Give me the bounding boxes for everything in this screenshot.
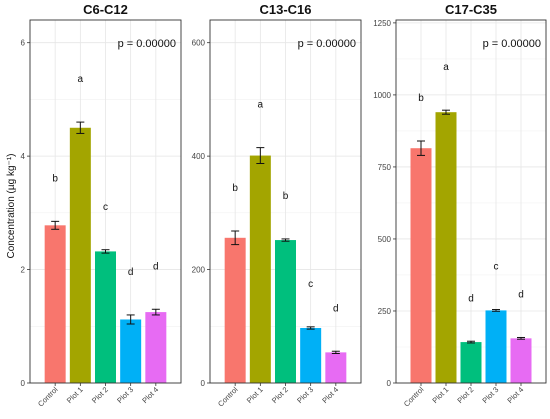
p-value-label: p = 0.00000: [483, 38, 541, 50]
x-tick-label: Plot 2: [270, 385, 290, 405]
bar: [275, 240, 296, 383]
x-tick-label: Plot 1: [65, 385, 85, 405]
panel-frame: [209, 19, 362, 384]
y-tick-label: 250: [378, 307, 392, 316]
panel-title: C6-C12: [83, 2, 128, 17]
significance-letter: b: [283, 191, 289, 202]
bar: [300, 327, 322, 383]
y-tick-label: 0: [21, 379, 26, 388]
bar: [410, 148, 432, 383]
y-tick-label: 1250: [373, 19, 391, 28]
significance-letter: d: [518, 290, 524, 301]
x-tick-label: Plot 2: [90, 385, 110, 405]
x-tick-label: Control: [36, 385, 60, 409]
x-tick-label: Plot 3: [115, 385, 135, 405]
x-tick-label: Plot 4: [505, 385, 525, 405]
significance-letter: b: [52, 173, 58, 184]
panel-title: C17-C35: [445, 2, 497, 17]
x-tick-label: Control: [402, 385, 426, 409]
significance-letter: a: [443, 62, 449, 73]
bar: [325, 352, 347, 383]
significance-letter: a: [258, 100, 264, 111]
y-tick-label: 6: [21, 39, 26, 48]
panel-title: C13-C16: [259, 2, 311, 17]
y-tick-label: 1000: [373, 91, 391, 100]
y-tick-label: 2: [21, 266, 26, 275]
bar: [460, 342, 482, 383]
significance-letter: b: [418, 93, 424, 104]
significance-letter: a: [78, 74, 84, 85]
significance-letter: c: [103, 202, 108, 213]
x-tick-label: Plot 1: [430, 385, 450, 405]
bar: [485, 310, 507, 383]
y-tick-label: 4: [21, 152, 26, 161]
bar: [510, 338, 532, 383]
y-tick-label: 500: [378, 235, 392, 244]
bar: [120, 319, 142, 383]
x-tick-label: Plot 2: [455, 385, 475, 405]
panel-frame: [395, 19, 547, 384]
x-tick-label: Plot 4: [140, 385, 160, 405]
y-tick-label: 0: [201, 379, 206, 388]
bar: [435, 112, 457, 383]
y-tick-label: 400: [192, 152, 206, 161]
x-tick-label: Plot 1: [245, 385, 265, 405]
significance-letter: d: [333, 303, 339, 314]
p-value-label: p = 0.00000: [298, 38, 356, 50]
x-tick-label: Plot 3: [295, 385, 315, 405]
significance-letter: b: [232, 183, 238, 194]
significance-letter: d: [153, 261, 159, 272]
significance-letter: d: [128, 267, 134, 278]
bar: [44, 225, 66, 383]
bar: [224, 237, 246, 383]
bar: [145, 312, 167, 383]
y-tick-label: 200: [192, 266, 206, 275]
x-tick-label: Plot 4: [320, 385, 340, 405]
x-tick-label: Control: [216, 385, 240, 409]
y-tick-label: 750: [378, 163, 392, 172]
y-tick-label: 0: [387, 379, 392, 388]
x-tick-label: Plot 3: [480, 385, 500, 405]
y-tick-label: 600: [192, 39, 206, 48]
bar: [95, 251, 116, 383]
y-axis-title: Concentration (µg kg⁻¹): [6, 154, 17, 259]
significance-letter: c: [494, 262, 499, 273]
p-value-label: p = 0.00000: [118, 38, 176, 50]
bar: [69, 127, 91, 383]
significance-letter: c: [308, 279, 313, 290]
significance-letter: d: [468, 293, 474, 304]
bar: [249, 155, 271, 383]
panel-frame: [29, 19, 182, 384]
